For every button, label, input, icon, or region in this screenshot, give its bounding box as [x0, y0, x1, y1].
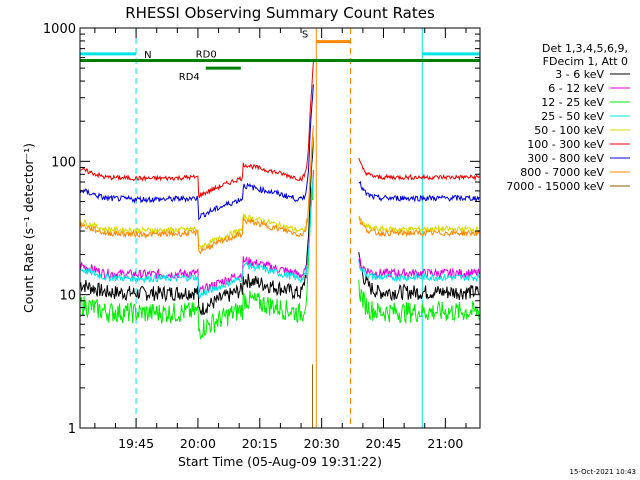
- footer-timestamp: 15-Oct-2021 10:43: [570, 468, 636, 476]
- y-tick-label: 1: [68, 422, 76, 437]
- state-label-0: N: [144, 50, 151, 61]
- legend-header-0: Det 1,3,4,5,6,9,: [542, 42, 628, 55]
- y-tick-label: 1000: [43, 22, 76, 37]
- x-tick-label: 20:30: [304, 436, 340, 451]
- series-line-0: [79, 136, 480, 316]
- x-tick-label: 20:15: [242, 436, 278, 451]
- legend-label-3: 25 - 50 keV: [541, 110, 604, 123]
- series-line-3: [79, 175, 480, 299]
- legend-label-6: 300 - 800 keV: [527, 152, 604, 165]
- series-line-5: [79, 61, 480, 199]
- y-axis-label: Count Rate (s⁻¹ detector⁻¹): [21, 143, 36, 313]
- legend-label-7: 800 - 7000 keV: [520, 166, 604, 179]
- state-label-3: RD0: [196, 50, 217, 61]
- legend: Det 1,3,4,5,6,9,FDecim 1, Att 03 - 6 keV…: [506, 42, 630, 193]
- legend-label-0: 3 - 6 keV: [555, 68, 604, 81]
- y-tick-label: 100: [51, 155, 76, 170]
- legend-label-2: 12 - 25 keV: [541, 96, 604, 109]
- state-label-4: RD4: [179, 72, 200, 83]
- y-tick-label: 10: [59, 289, 76, 304]
- legend-label-5: 100 - 300 keV: [527, 138, 604, 151]
- plot-area: N S RD0 RD4: [79, 28, 481, 428]
- x-tick-label: 20:00: [180, 436, 216, 451]
- axes: 1 10 100 1000 19:45 20:00 20:15 20:30 20:45 21:00: [43, 22, 480, 451]
- legend-header-1: FDecim 1, Att 0: [543, 55, 628, 68]
- series-line-2: [79, 175, 480, 341]
- series-line-7: [79, 125, 480, 255]
- state-label-2: S: [302, 30, 308, 41]
- x-tick-label: 19:45: [118, 436, 154, 451]
- x-axis-label: Start Time (05-Aug-09 19:31:22): [178, 454, 382, 469]
- x-tick-label: 20:45: [365, 436, 401, 451]
- series-line-6: [79, 84, 480, 221]
- legend-label-8: 7000 - 15000 keV: [506, 180, 604, 193]
- x-tick-label: 21:00: [427, 436, 463, 451]
- legend-label-1: 6 - 12 keV: [548, 82, 604, 95]
- legend-label-4: 50 - 100 keV: [534, 124, 604, 137]
- chart-title: RHESSI Observing Summary Count Rates: [125, 4, 435, 22]
